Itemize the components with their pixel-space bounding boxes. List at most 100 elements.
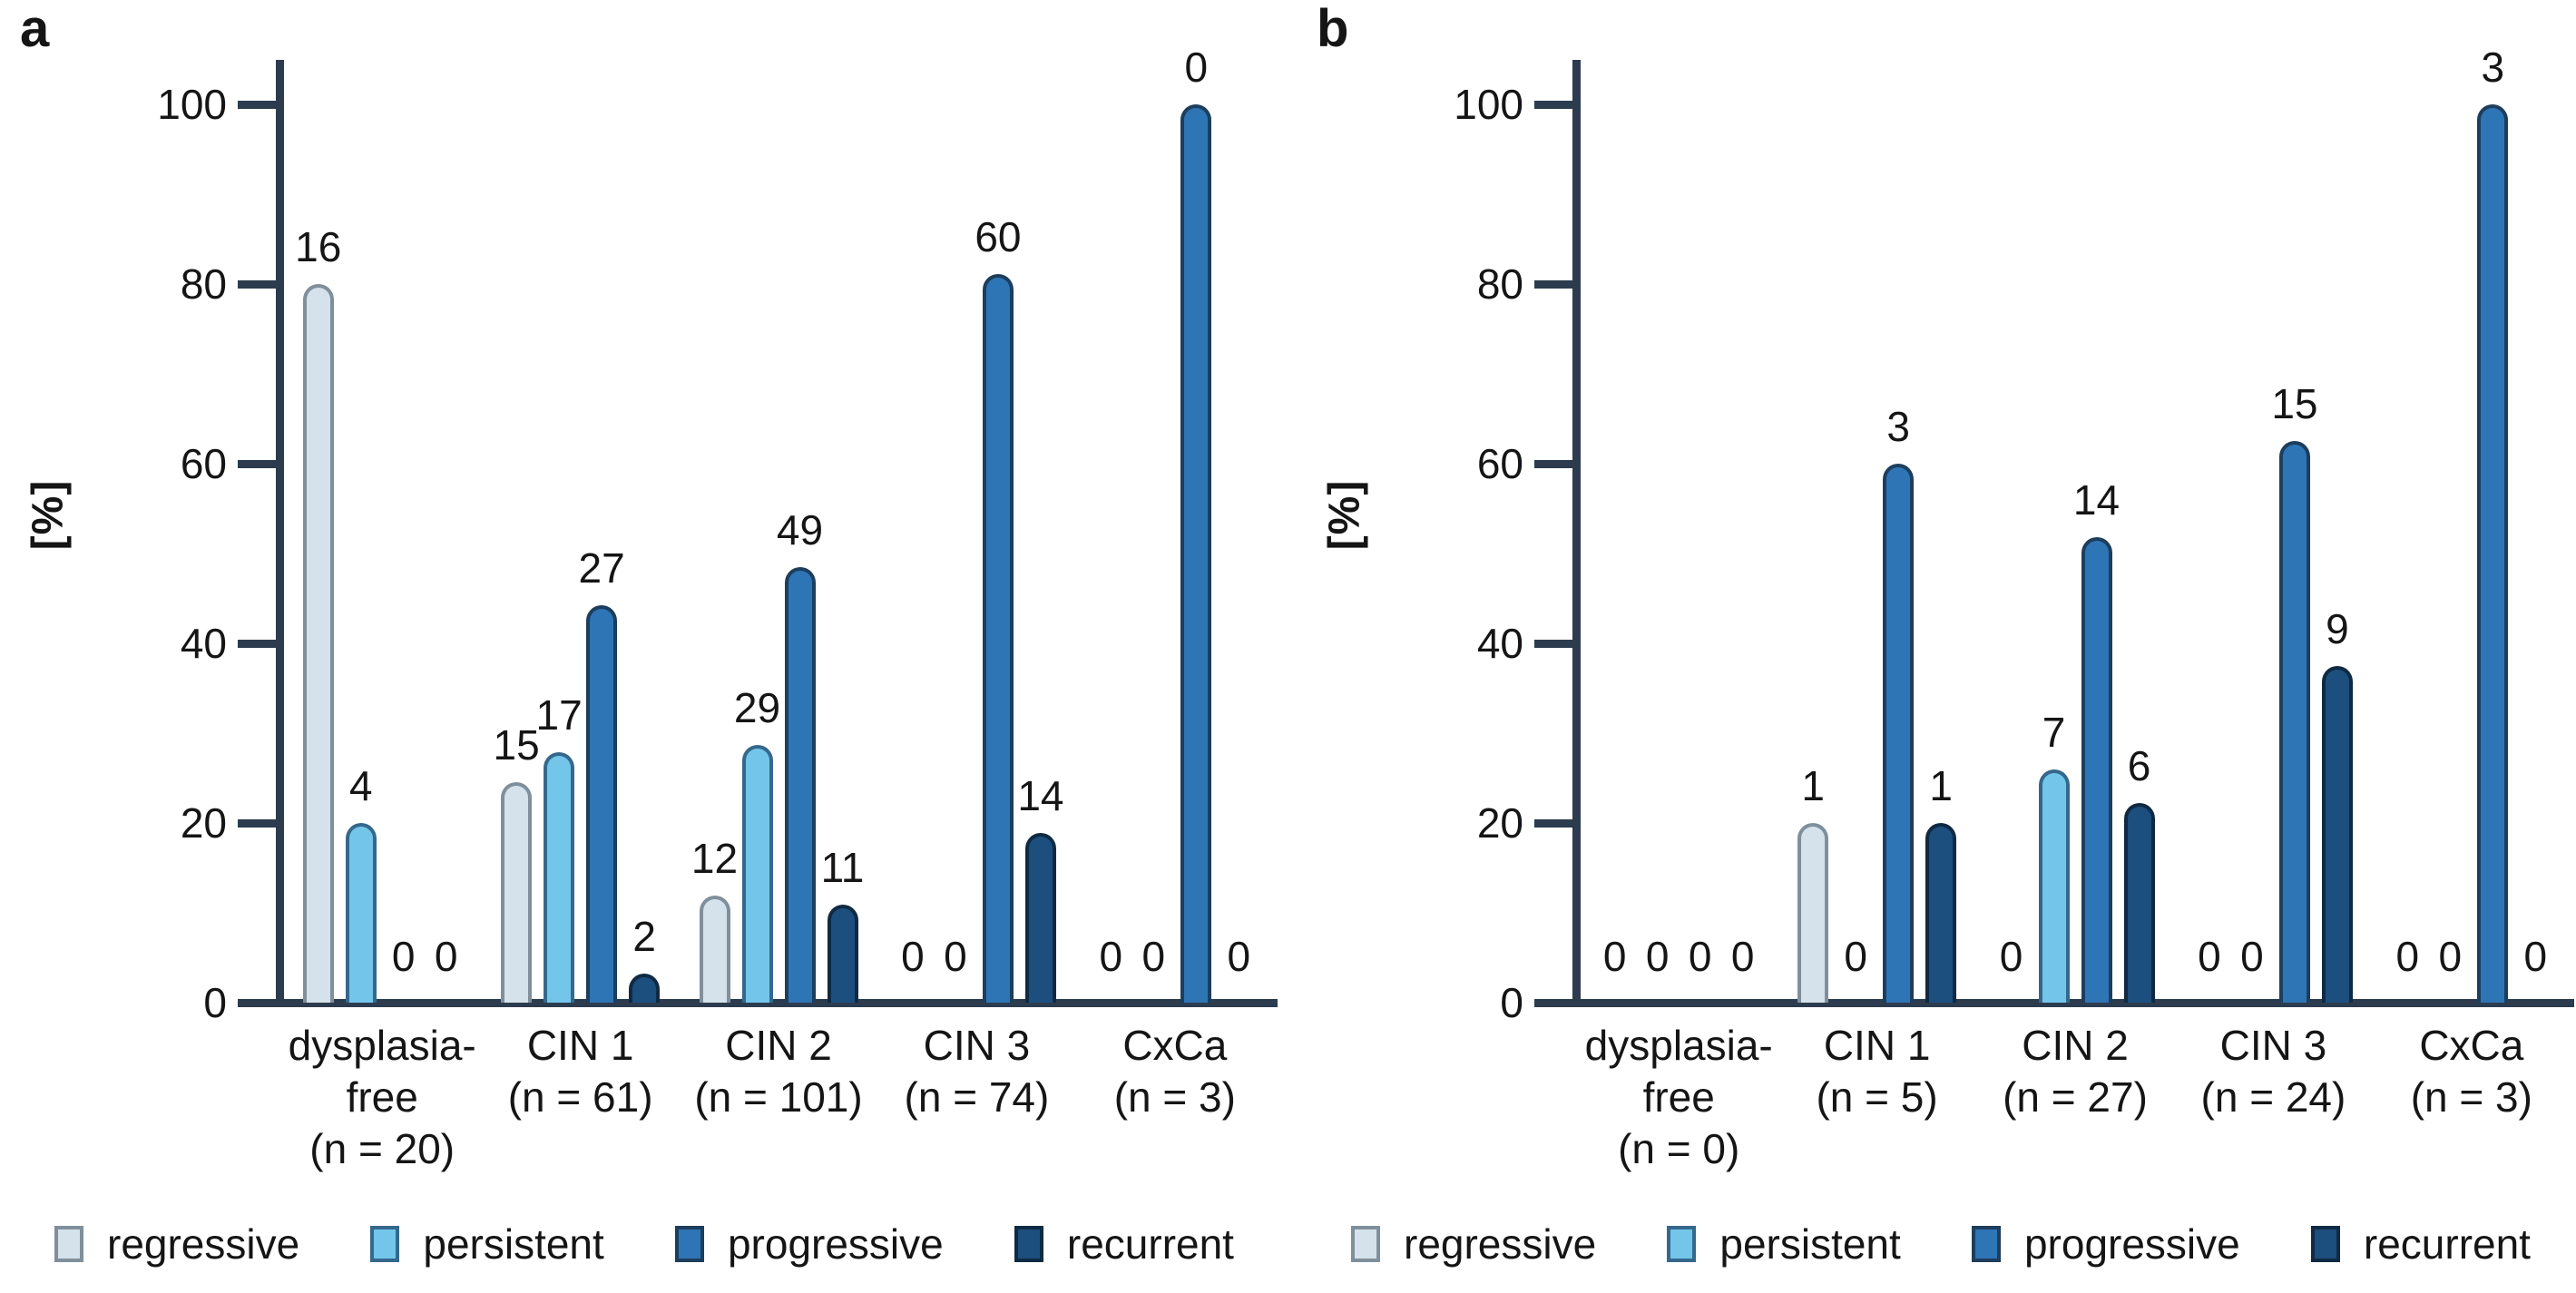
x-axis-label-2: CIN 2 (n = 101): [680, 1020, 877, 1175]
bar-slot-regressive: 0: [1600, 104, 1631, 1003]
bar-slot-progressive: 3: [1883, 104, 1915, 1003]
bar-slot-recurrent: 2: [629, 104, 661, 1003]
legend-item-progressive: progressive: [674, 1220, 944, 1268]
y-tick-mark-40: [1534, 640, 1576, 648]
bar-slot-regressive: 16: [295, 104, 341, 1003]
bar-slot-recurrent: 14: [1017, 104, 1064, 1003]
legend-item-persistent: persistent: [370, 1220, 604, 1268]
bar-slot-progressive: 49: [777, 104, 823, 1003]
y-tick-label-60: 60: [1476, 440, 1523, 487]
bar-value-label: 0: [2523, 933, 2548, 980]
bar-slot-persistent: 17: [536, 104, 583, 1003]
bar-value-label: 16: [295, 223, 342, 270]
bar-slot-persistent: 0: [940, 104, 971, 1003]
plot-area: 0 0 0 0 1 0 3 1 0 7 14 6 0 0 15 9 0 0 3 0: [1580, 44, 2571, 1003]
bar-slot-progressive: 60: [975, 104, 1022, 1003]
bar-slot-regressive: 0: [2392, 104, 2423, 1003]
bar-progressive: [1883, 464, 1915, 1003]
x-axis-label-0: dysplasia-free (n = 0): [1580, 1020, 1778, 1175]
y-axis-line: [1572, 60, 1581, 1007]
bar-group-1: 1 0 3 1: [1778, 104, 1975, 1003]
x-axis-label-line: free: [1642, 1073, 1715, 1121]
bar-persistent: [345, 823, 377, 1003]
x-axis-label-1: CIN 1 (n = 61): [481, 1020, 679, 1175]
legend-item-regressive: regressive: [1351, 1220, 1596, 1268]
x-axis-label-line: CIN 1: [1823, 1022, 1931, 1069]
bar-slot-recurrent: 0: [2520, 104, 2551, 1003]
panel-b-letter: b: [1317, 0, 1349, 58]
bar-value-label: 2: [632, 913, 656, 960]
x-axis-line: [1534, 999, 2574, 1007]
bar-value-label: 12: [691, 835, 739, 882]
bar-value-label: 0: [1688, 933, 1712, 980]
bar-group-0: 16 4 0 0: [283, 104, 481, 1003]
x-axis-label-line: (n = 101): [694, 1073, 863, 1121]
plot-area: 16 4 0 0 15 17 27 2 12 29 49 11 0 0 60 14 0 0 0 0: [283, 44, 1274, 1003]
x-axis-labels: dysplasia-free (n = 20) CIN 1 (n = 61) CIN 2…: [283, 1020, 1274, 1175]
x-axis-label-line: dysplasia-: [288, 1022, 476, 1069]
x-axis-label-line: (n = 3): [2410, 1073, 2532, 1121]
bar-slot-persistent: 0: [1138, 104, 1169, 1003]
legend-item-recurrent: recurrent: [2310, 1220, 2531, 1268]
bar-progressive: [2278, 441, 2310, 1003]
legend-swatch-recurrent: [1014, 1226, 1043, 1262]
legend-label: regressive: [107, 1220, 300, 1268]
y-axis-line: [276, 60, 284, 1007]
bar-slot-persistent: 4: [345, 104, 377, 1003]
x-axis-label-line: (n = 3): [1113, 1073, 1236, 1121]
x-axis-label-3: CIN 3 (n = 24): [2174, 1020, 2372, 1175]
bar-slot-regressive: 0: [1095, 104, 1126, 1003]
y-tick-label-80: 80: [180, 260, 227, 308]
x-axis-label-4: CxCa (n = 3): [2373, 1020, 2571, 1175]
bar-value-label: 17: [535, 691, 583, 739]
bar-persistent: [2038, 769, 2070, 1003]
x-axis-label-1: CIN 1 (n = 5): [1778, 1020, 1975, 1175]
bar-value-label: 9: [2326, 605, 2349, 652]
y-tick-mark-60: [238, 460, 279, 468]
bar-value-label: 11: [820, 844, 865, 891]
bar-slot-regressive: 0: [1996, 104, 2027, 1003]
bar-recurrent: [2321, 666, 2353, 1003]
bar-value-label: 15: [493, 721, 540, 769]
legend-label: recurrent: [1066, 1220, 1234, 1268]
bar-value-label: 0: [944, 933, 967, 980]
bar-group-1: 15 17 27 2: [481, 104, 679, 1003]
bar-value-label: 0: [391, 933, 416, 980]
y-tick-label-100: 100: [157, 81, 227, 128]
bar-value-label: 0: [1099, 933, 1123, 980]
bar-slot-persistent: 0: [1642, 104, 1673, 1003]
y-tick-label-60: 60: [180, 440, 227, 487]
x-axis-label-line: (n = 0): [1618, 1125, 1740, 1172]
legend-item-recurrent: recurrent: [1014, 1220, 1234, 1268]
legend: regressive persistent progressive recurrent: [54, 1214, 1234, 1274]
bar-group-2: 12 29 49 11: [680, 104, 877, 1003]
bar-value-label: 49: [776, 506, 824, 553]
y-tick-label-40: 40: [180, 620, 227, 667]
legend-swatch-progressive: [1971, 1226, 2001, 1262]
x-axis-label-line: (n = 27): [2003, 1073, 2148, 1121]
bar-value-label: 3: [2481, 44, 2505, 91]
bar-group-3: 0 0 15 9: [2174, 104, 2372, 1003]
bar-value-label: 27: [578, 544, 625, 592]
bar-value-label: 14: [2072, 476, 2121, 524]
bar-progressive: [586, 605, 618, 1003]
bar-value-label: 0: [1999, 933, 2023, 980]
bar-slot-persistent: 0: [2434, 104, 2465, 1003]
x-axis-label-line: (n = 74): [904, 1073, 1050, 1121]
bar-slot-recurrent: 11: [821, 104, 864, 1003]
y-tick-mark-80: [1534, 280, 1576, 289]
bar-group-3: 0 0 60 14: [877, 104, 1075, 1003]
bar-slot-regressive: 15: [494, 104, 540, 1003]
y-axis-unit-label: [%]: [24, 479, 73, 551]
bar-slot-progressive: 0: [388, 104, 419, 1003]
panel-a: a [%] 0 20 40 60 80 100 16 4 0 0 15 17 27 2 12 29 49 11 0…: [7, 0, 1279, 1293]
bar-value-label: 0: [1730, 933, 1755, 980]
bar-recurrent: [629, 974, 661, 1003]
y-tick-label-20: 20: [1476, 799, 1523, 847]
y-tick-mark-20: [1534, 819, 1576, 828]
bar-slot-progressive: 0: [1180, 44, 1212, 1003]
x-axis-label-line: CIN 3: [923, 1022, 1031, 1069]
y-axis-tick-labels: 0 20 40 60 80 100: [71, 0, 227, 1293]
bar-progressive: [2477, 104, 2509, 1003]
